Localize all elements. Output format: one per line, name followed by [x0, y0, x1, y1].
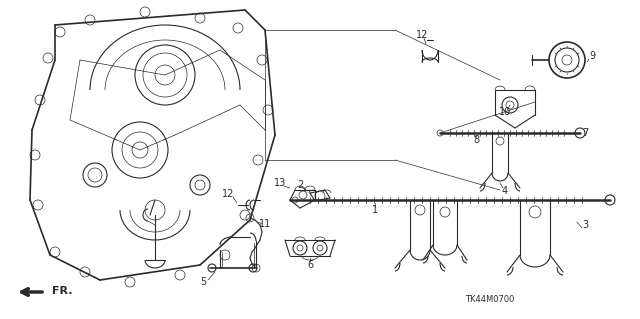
Text: TK44M0700: TK44M0700 — [465, 295, 515, 305]
Text: 6: 6 — [307, 260, 313, 270]
Text: 5: 5 — [200, 277, 206, 287]
Text: 12: 12 — [222, 189, 234, 199]
Text: 4: 4 — [502, 186, 508, 196]
Text: 1: 1 — [372, 205, 378, 215]
Text: 11: 11 — [259, 219, 271, 229]
Text: 10: 10 — [499, 107, 511, 117]
Text: 9: 9 — [589, 51, 595, 61]
Text: FR.: FR. — [52, 286, 72, 296]
Text: 7: 7 — [582, 128, 588, 138]
Text: 12: 12 — [416, 30, 428, 40]
Text: 13: 13 — [274, 178, 286, 188]
Text: 2: 2 — [297, 180, 303, 190]
Text: 3: 3 — [582, 220, 588, 230]
Text: 8: 8 — [473, 135, 479, 145]
